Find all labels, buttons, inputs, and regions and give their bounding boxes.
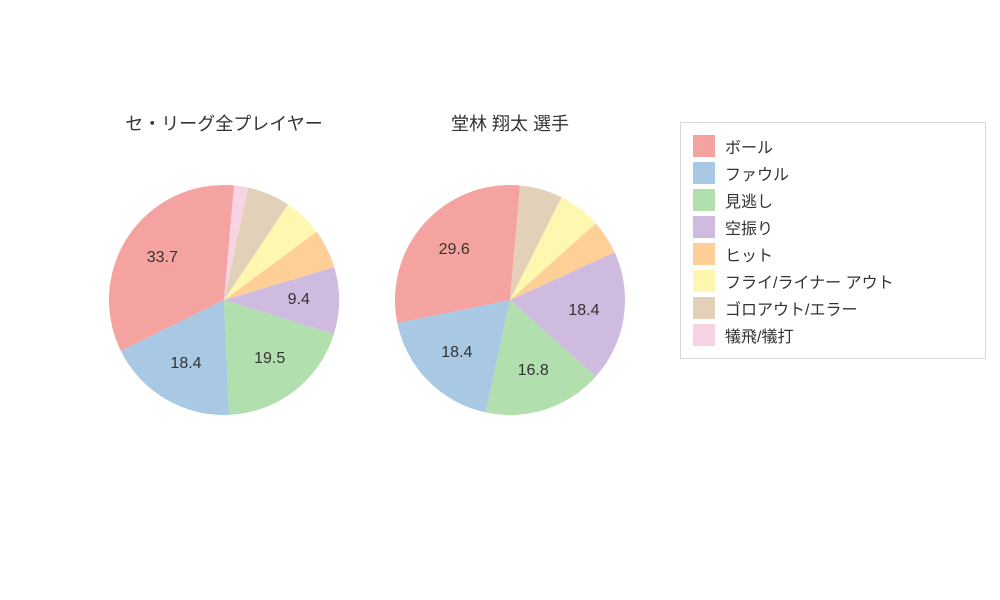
legend-label-swing_miss: 空振り — [725, 215, 773, 239]
legend-swatch-fly_liner — [693, 270, 715, 292]
legend-label-ball: ボール — [725, 134, 773, 158]
legend-swatch-foul — [693, 162, 715, 184]
legend-swatch-sac — [693, 324, 715, 346]
legend-label-fly_liner: フライ/ライナー アウト — [725, 269, 894, 293]
legend-item-swing_miss: 空振り — [693, 215, 973, 239]
chart-stage: { "canvas": { "width": 1000, "height": 6… — [0, 0, 1000, 600]
pie-svg-player — [395, 185, 625, 415]
legend-swatch-look — [693, 189, 715, 211]
legend-label-look: 見逃し — [725, 188, 773, 212]
pie-chart-league: 33.718.419.59.4 — [109, 185, 339, 415]
legend: ボールファウル見逃し空振りヒットフライ/ライナー アウトゴロアウト/エラー犠飛/… — [680, 122, 986, 359]
legend-swatch-ball — [693, 135, 715, 157]
legend-swatch-hit — [693, 243, 715, 265]
legend-label-sac: 犠飛/犠打 — [725, 323, 793, 347]
legend-item-sac: 犠飛/犠打 — [693, 323, 973, 347]
legend-label-ground_err: ゴロアウト/エラー — [725, 296, 857, 320]
legend-swatch-swing_miss — [693, 216, 715, 238]
pie-chart-player: 29.618.416.818.4 — [395, 185, 625, 415]
pie-svg-league — [109, 185, 339, 415]
legend-item-look: 見逃し — [693, 188, 973, 212]
legend-swatch-ground_err — [693, 297, 715, 319]
legend-label-hit: ヒット — [725, 242, 773, 266]
legend-label-foul: ファウル — [725, 161, 789, 185]
chart-title-league: セ・リーグ全プレイヤー — [74, 110, 374, 136]
legend-item-ball: ボール — [693, 134, 973, 158]
chart-title-player: 堂林 翔太 選手 — [360, 110, 660, 136]
legend-item-foul: ファウル — [693, 161, 973, 185]
legend-item-ground_err: ゴロアウト/エラー — [693, 296, 973, 320]
legend-item-hit: ヒット — [693, 242, 973, 266]
legend-item-fly_liner: フライ/ライナー アウト — [693, 269, 973, 293]
